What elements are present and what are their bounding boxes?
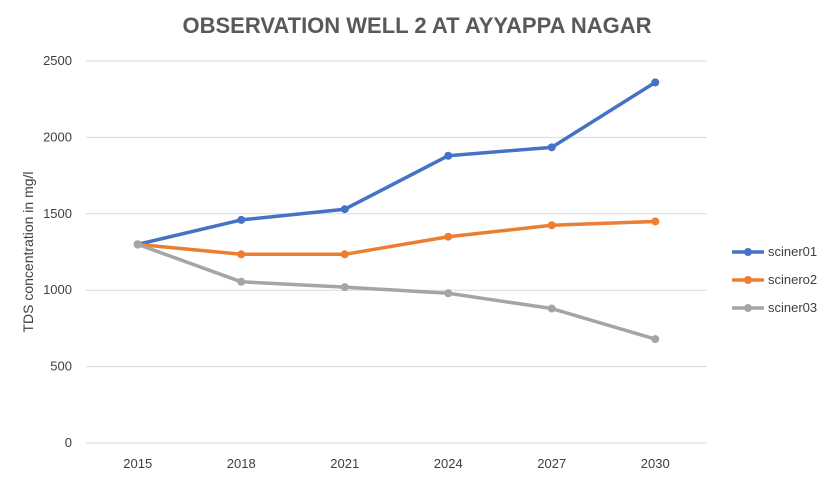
legend-label: sciner01 <box>768 244 817 259</box>
series-line-sciner03 <box>136 242 657 341</box>
data-point-sciner03 <box>444 289 453 298</box>
y-axis-label: TDS concentration in mg/l <box>20 171 36 332</box>
legend: sciner01 scinero2 sciner03 <box>732 244 817 315</box>
gridlines <box>86 60 707 444</box>
x-tick-label: 2027 <box>537 456 566 471</box>
x-tick-label: 2018 <box>227 456 256 471</box>
y-tick-label: 2500 <box>43 53 72 68</box>
series-group <box>133 78 660 344</box>
x-tick-label: 2024 <box>434 456 463 471</box>
x-axis-ticks: 2015 2018 2021 2024 2027 2030 <box>123 456 669 471</box>
y-tick-label: 500 <box>50 359 72 374</box>
y-axis-ticks: 0 500 1000 1500 2000 2500 <box>43 53 72 450</box>
data-point-scinero2 <box>237 250 246 259</box>
data-point-sciner01 <box>444 151 453 160</box>
data-point-sciner03 <box>340 283 349 292</box>
legend-marker <box>744 304 752 312</box>
data-point-sciner01 <box>340 205 349 214</box>
legend-marker <box>744 248 752 256</box>
legend-marker <box>744 276 752 284</box>
data-point-scinero2 <box>340 250 349 259</box>
data-point-sciner01 <box>651 78 660 87</box>
data-point-sciner03 <box>651 335 660 344</box>
data-point-sciner03 <box>133 240 142 249</box>
legend-item-scinero2: scinero2 <box>732 272 817 287</box>
data-point-scinero2 <box>547 221 556 230</box>
x-tick-label: 2015 <box>123 456 152 471</box>
series-sciner01 <box>133 78 660 249</box>
y-tick-label: 0 <box>65 435 72 450</box>
data-point-sciner03 <box>547 304 556 313</box>
series-line-sciner01 <box>136 80 657 247</box>
data-point-sciner01 <box>237 215 246 224</box>
x-tick-label: 2030 <box>641 456 670 471</box>
data-point-scinero2 <box>651 217 660 226</box>
data-point-sciner01 <box>547 143 556 152</box>
legend-label: scinero2 <box>768 272 817 287</box>
data-point-scinero2 <box>444 232 453 241</box>
data-point-sciner03 <box>237 277 246 286</box>
x-tick-label: 2021 <box>330 456 359 471</box>
legend-item-sciner01: sciner01 <box>732 244 817 259</box>
series-sciner03 <box>133 240 660 344</box>
chart-title: OBSERVATION WELL 2 AT AYYAPPA NAGAR <box>183 13 652 38</box>
y-tick-label: 2000 <box>43 129 72 144</box>
series-line-scinero2 <box>136 219 657 257</box>
legend-label: sciner03 <box>768 300 817 315</box>
legend-item-sciner03: sciner03 <box>732 300 817 315</box>
series-scinero2 <box>133 217 660 259</box>
y-tick-label: 1000 <box>43 282 72 297</box>
y-tick-label: 1500 <box>43 206 72 221</box>
